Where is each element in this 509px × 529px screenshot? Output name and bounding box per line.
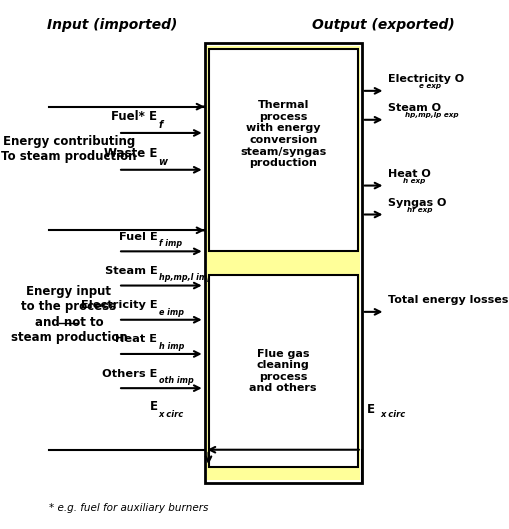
Text: f: f xyxy=(158,120,162,130)
Text: hp,mp,lp exp: hp,mp,lp exp xyxy=(404,112,458,118)
Text: e imp: e imp xyxy=(158,307,183,316)
Text: Others E: Others E xyxy=(102,369,157,379)
Text: x circ: x circ xyxy=(158,410,183,419)
Text: Fuel E: Fuel E xyxy=(119,232,157,242)
Text: hp,mp,l imp: hp,mp,l imp xyxy=(158,273,212,282)
Text: Thermal
process
with energy
conversion
steam/syngas
production: Thermal process with energy conversion s… xyxy=(240,101,326,168)
Text: Total energy losses: Total energy losses xyxy=(388,295,508,305)
FancyBboxPatch shape xyxy=(208,49,357,251)
Text: hf exp: hf exp xyxy=(407,207,432,213)
Text: and not to
steam production: and not to steam production xyxy=(11,316,127,344)
Text: Fuel* E: Fuel* E xyxy=(111,111,157,123)
Text: E: E xyxy=(149,400,157,413)
FancyBboxPatch shape xyxy=(208,275,357,467)
Text: Steam O: Steam O xyxy=(388,103,441,113)
Text: Electricity O: Electricity O xyxy=(388,74,464,84)
Text: Input (imported): Input (imported) xyxy=(47,18,177,32)
Text: Heat O: Heat O xyxy=(388,169,431,179)
Text: oth imp: oth imp xyxy=(158,376,193,385)
Text: Energy contributing
To steam production: Energy contributing To steam production xyxy=(1,135,136,163)
Text: Heat E: Heat E xyxy=(115,334,157,344)
Text: x circ: x circ xyxy=(380,410,405,419)
Text: Flue gas
cleaning
process
and others: Flue gas cleaning process and others xyxy=(249,349,316,394)
Text: e exp: e exp xyxy=(418,83,440,89)
Text: Waste E: Waste E xyxy=(104,147,157,160)
Text: Syngas O: Syngas O xyxy=(388,198,446,208)
Text: Output (exported): Output (exported) xyxy=(312,18,454,32)
Text: Electricity E: Electricity E xyxy=(80,300,157,311)
Text: f imp: f imp xyxy=(158,239,181,248)
FancyBboxPatch shape xyxy=(206,46,359,480)
Text: h exp: h exp xyxy=(402,178,424,184)
Text: h imp: h imp xyxy=(158,342,184,351)
Text: w: w xyxy=(158,157,167,167)
Text: * e.g. fuel for auxiliary burners: * e.g. fuel for auxiliary burners xyxy=(49,503,208,513)
Text: Energy input
to the process: Energy input to the process xyxy=(21,285,117,313)
Text: E: E xyxy=(366,403,374,416)
Text: Steam E: Steam E xyxy=(104,266,157,276)
